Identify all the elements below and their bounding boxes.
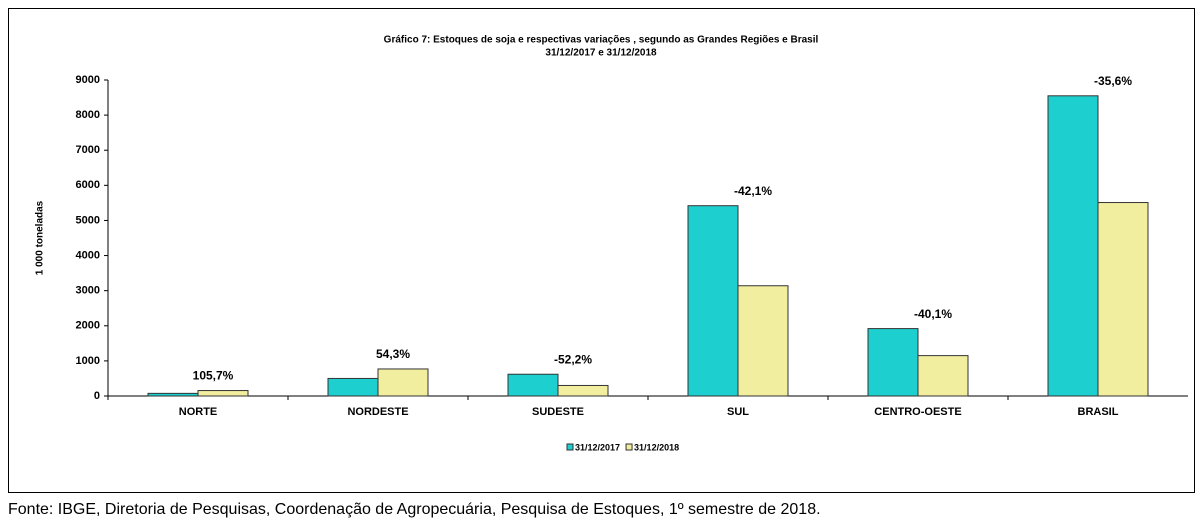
chart-title: Gráfico 7: Estoques de soja e respectiva… <box>384 35 819 46</box>
bar <box>867 328 919 397</box>
annotation: 105,7% <box>193 369 234 383</box>
y-tick-label: 7000 <box>76 144 100 156</box>
x-tick-label: SUL <box>727 406 749 418</box>
chart-subtitle: 31/12/2017 e 31/12/2018 <box>545 48 657 59</box>
bar <box>917 355 969 397</box>
bar <box>1047 95 1099 397</box>
bar <box>1097 202 1149 397</box>
annotation: 54,3% <box>376 347 410 361</box>
x-tick-label: SUDESTE <box>532 406 584 418</box>
legend-label: 31/12/2018 <box>634 442 679 452</box>
y-tick-label: 3000 <box>76 285 100 297</box>
source-note: Fonte: IBGE, Diretoria de Pesquisas, Coo… <box>8 501 821 518</box>
bar <box>377 368 429 397</box>
y-tick-label: 9000 <box>76 74 100 86</box>
y-tick-label: 1000 <box>76 355 100 367</box>
y-tick-label: 0 <box>94 390 100 402</box>
y-tick-label: 6000 <box>76 179 100 191</box>
chart-border <box>8 8 1195 493</box>
y-tick-label: 4000 <box>76 249 100 261</box>
y-tick-label: 2000 <box>76 320 100 332</box>
annotation: -42,1% <box>734 184 772 198</box>
x-tick-label: NORDESTE <box>347 406 408 418</box>
y-tick-label: 5000 <box>76 214 100 226</box>
x-tick-label: BRASIL <box>1078 406 1119 418</box>
annotation: -40,1% <box>914 307 952 321</box>
x-tick-label: CENTRO-OESTE <box>874 406 961 418</box>
x-tick-label: NORTE <box>179 406 218 418</box>
bar <box>147 392 199 397</box>
annotation: -35,6% <box>1094 74 1132 88</box>
bar <box>197 390 249 397</box>
bar <box>557 384 609 397</box>
bar <box>327 377 379 397</box>
legend-swatch <box>625 443 633 451</box>
annotation: -52,2% <box>554 352 592 366</box>
bar <box>507 373 559 397</box>
legend-swatch <box>566 443 574 451</box>
bar <box>687 205 739 397</box>
y-tick-label: 8000 <box>76 109 100 121</box>
legend-label: 31/12/2017 <box>575 442 620 452</box>
bar <box>737 285 789 397</box>
y-axis-label: 1 000 toneladas <box>35 200 46 275</box>
